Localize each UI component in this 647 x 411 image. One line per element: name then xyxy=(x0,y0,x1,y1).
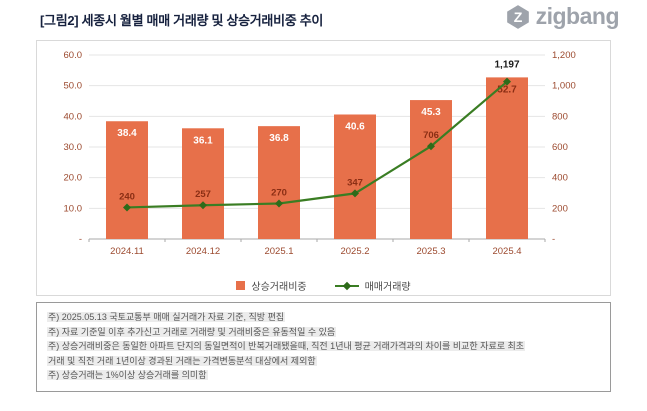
svg-text:Z: Z xyxy=(513,8,522,24)
chart-legend: 상승거래비중 매매거래량 xyxy=(37,278,610,293)
chart-svg: - - 10.0 200 20.0 400 30.0 600 40.0 800 50.0 1,000 6… xyxy=(64,50,576,257)
svg-text:400: 400 xyxy=(552,173,568,184)
zigbang-logo-text: zigbang xyxy=(535,3,620,29)
legend-label-bar: 상승거래비중 xyxy=(251,282,307,293)
svg-text:240: 240 xyxy=(119,191,135,202)
line-series-swatch xyxy=(334,281,359,290)
svg-text:1,000: 1,000 xyxy=(552,81,576,92)
svg-text:270: 270 xyxy=(271,188,287,199)
svg-text:1,197: 1,197 xyxy=(494,59,519,70)
svg-text:40.6: 40.6 xyxy=(345,121,365,132)
svg-text:10.0: 10.0 xyxy=(64,203,83,214)
zigbang-logo-icon: Z xyxy=(506,4,529,29)
svg-text:-: - xyxy=(79,234,82,245)
svg-text:2024.12: 2024.12 xyxy=(186,246,220,257)
zigbang-logo: Z zigbang xyxy=(505,3,620,30)
svg-text:257: 257 xyxy=(195,189,211,200)
footnote-line: 거래 및 직전 거래 1년이상 경과된 거래는 가격변동분석 대상에서 제외함 xyxy=(47,355,317,366)
page-title: [그림2] 세종시 월별 매매 거래량 및 상승거래비중 추이 xyxy=(40,13,324,28)
svg-text:20.0: 20.0 xyxy=(64,173,83,184)
legend-label-line: 매매거래량 xyxy=(364,282,411,293)
bar-series-swatch xyxy=(236,281,246,290)
svg-text:30.0: 30.0 xyxy=(64,142,83,153)
legend-item-line: 매매거래량 xyxy=(334,278,411,293)
chart-box: - - 10.0 200 20.0 400 30.0 600 40.0 800 50.0 1,000 6… xyxy=(36,40,611,296)
svg-text:2025.3: 2025.3 xyxy=(416,246,445,257)
svg-text:-: - xyxy=(552,234,555,245)
svg-text:706: 706 xyxy=(423,130,439,141)
footnote-line: 주) 상승거래비중은 동일한 아파트 단지의 동일면적이 반복거래됐을때, 직전… xyxy=(47,341,526,352)
footnote-line: 주) 자료 기준일 이후 추가신고 거래로 거래량 및 거래비중은 유동적일 수… xyxy=(47,326,337,337)
svg-text:38.4: 38.4 xyxy=(117,128,137,139)
svg-text:2025.2: 2025.2 xyxy=(340,246,369,257)
svg-text:200: 200 xyxy=(552,203,568,214)
svg-text:1,200: 1,200 xyxy=(552,50,576,61)
svg-text:52.7: 52.7 xyxy=(497,84,517,95)
footnote-line: 주) 2025.05.13 국토교통부 매매 실거래가 자료 기준, 직방 편집 xyxy=(47,312,286,322)
footnote-line: 주) 상승거래는 1%이상 상승거래를 의미함 xyxy=(47,370,208,381)
svg-text:347: 347 xyxy=(347,177,363,188)
svg-text:50.0: 50.0 xyxy=(64,81,83,92)
svg-text:40.0: 40.0 xyxy=(64,111,83,122)
svg-text:36.8: 36.8 xyxy=(269,133,289,144)
svg-text:600: 600 xyxy=(552,142,568,153)
footnotes-box: 주) 2025.05.13 국토교통부 매매 실거래가 자료 기준, 직방 편집… xyxy=(36,302,611,392)
svg-text:2024.11: 2024.11 xyxy=(110,246,144,257)
svg-text:800: 800 xyxy=(552,111,568,122)
legend-item-bar: 상승거래비중 xyxy=(236,278,307,293)
svg-text:45.3: 45.3 xyxy=(421,107,441,118)
svg-text:36.1: 36.1 xyxy=(193,135,213,146)
svg-text:60.0: 60.0 xyxy=(64,50,83,61)
svg-text:2025.1: 2025.1 xyxy=(264,246,293,257)
svg-text:2025.4: 2025.4 xyxy=(492,246,521,257)
